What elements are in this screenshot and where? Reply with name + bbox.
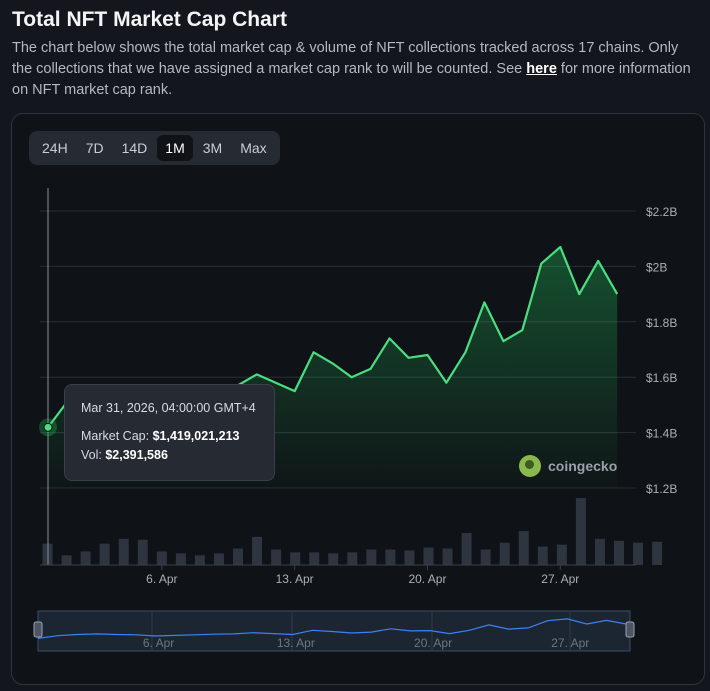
- tooltip-date: Mar 31, 2026, 04:00:00 GMT+4: [81, 401, 256, 415]
- navigator-left-handle[interactable]: [33, 621, 43, 638]
- x-tick-label: 20. Apr: [408, 572, 446, 586]
- y-tick-label: $1.6B: [646, 371, 677, 385]
- chart-description: The chart below shows the total market c…: [12, 38, 702, 101]
- volume-bar: [290, 552, 301, 565]
- tooltip-vol-value: $2,391,586: [105, 448, 168, 462]
- tab-7d[interactable]: 7D: [85, 140, 104, 156]
- volume-bar: [423, 547, 434, 565]
- range-navigator: 6. Apr 13. Apr 20. Apr 27. Apr: [33, 610, 635, 652]
- x-tick-label: 6. Apr: [146, 572, 177, 586]
- watermark-text: coingecko: [548, 458, 618, 474]
- volume-bar: [194, 555, 205, 565]
- volume-bar: [461, 532, 472, 565]
- volume-bar: [99, 543, 110, 565]
- volume-bar: [652, 541, 663, 565]
- crosshair-line: [39, 188, 57, 565]
- navigator-tick-label: 20. Apr: [414, 636, 452, 650]
- tooltip-market-cap-value: $1,419,021,213: [152, 429, 240, 443]
- volume-bars: [42, 498, 663, 565]
- tooltip-vol-label: Vol:: [81, 448, 102, 462]
- volume-bar: [118, 538, 129, 565]
- volume-bar: [309, 552, 320, 565]
- y-tick-label: $1.8B: [646, 316, 677, 330]
- volume-bar: [537, 546, 548, 565]
- y-axis-labels: $2.2B $2B $1.8B $1.6B $1.4B $1.2B: [646, 205, 677, 496]
- volume-bar: [480, 549, 491, 565]
- navigator-window: [37, 610, 631, 652]
- volume-bar: [614, 540, 624, 565]
- volume-bar: [347, 552, 358, 565]
- tab-1m[interactable]: 1M: [157, 135, 193, 161]
- y-tick-label: $1.4B: [646, 427, 677, 441]
- volume-bar: [137, 539, 148, 565]
- tab-14d[interactable]: 14D: [121, 140, 148, 156]
- page-title: Total NFT Market Cap Chart: [12, 8, 287, 31]
- volume-bar: [252, 536, 263, 565]
- x-tick-label: 27. Apr: [541, 572, 579, 586]
- volume-bar: [233, 548, 243, 565]
- navigator-right-handle[interactable]: [625, 621, 635, 638]
- tab-24h[interactable]: 24H: [42, 140, 68, 156]
- tooltip-market-cap-label: Market Cap:: [81, 429, 150, 443]
- navigator-series: [37, 618, 627, 639]
- volume-bar: [556, 544, 567, 565]
- volume-bar: [271, 549, 282, 565]
- y-tick-label: $1.2B: [646, 482, 677, 496]
- volume-bar: [213, 553, 224, 565]
- volume-bar: [385, 549, 396, 565]
- description-text: The chart below shows the total market c…: [12, 40, 679, 77]
- navigator-tick-label: 27. Apr: [551, 636, 589, 650]
- volume-bar: [594, 538, 605, 565]
- volume-bar: [80, 551, 91, 565]
- y-tick-label: $2.2B: [646, 205, 677, 219]
- tab-max[interactable]: Max: [240, 140, 267, 156]
- tooltip-vol-row: Vol: $2,391,586: [81, 448, 258, 462]
- volume-bar: [61, 555, 72, 565]
- coingecko-watermark: coingecko: [519, 455, 617, 477]
- here-link[interactable]: here: [526, 61, 557, 77]
- volume-bar: [518, 531, 529, 565]
- navigator-tick-label: 6. Apr: [143, 636, 174, 650]
- x-tick-label: 13. Apr: [276, 572, 314, 586]
- volume-bar: [499, 542, 510, 565]
- volume-bar: [404, 550, 415, 565]
- volume-bar: [442, 548, 453, 565]
- volume-bar: [156, 551, 167, 565]
- volume-bar: [575, 498, 586, 565]
- hover-point: [43, 422, 53, 432]
- coingecko-logo-icon: [519, 455, 541, 477]
- chart-tooltip: Mar 31, 2026, 04:00:00 GMT+4 Market Cap:…: [64, 384, 275, 481]
- tooltip-market-cap-row: Market Cap: $1,419,021,213: [81, 429, 258, 443]
- volume-bar: [633, 542, 644, 565]
- volume-bar: [366, 549, 377, 565]
- timeframe-tabs: 24H 7D 14D 1M 3M Max: [29, 131, 280, 165]
- y-tick-label: $2B: [646, 260, 667, 274]
- volume-bar: [175, 553, 186, 565]
- x-axis-labels: 6. Apr 13. Apr 20. Apr 27. Apr: [40, 564, 636, 586]
- tab-3m[interactable]: 3M: [202, 140, 223, 156]
- volume-bar: [328, 553, 339, 565]
- navigator-tick-label: 13. Apr: [277, 636, 315, 650]
- description-text-end: for more information on NFT market cap r…: [12, 61, 691, 98]
